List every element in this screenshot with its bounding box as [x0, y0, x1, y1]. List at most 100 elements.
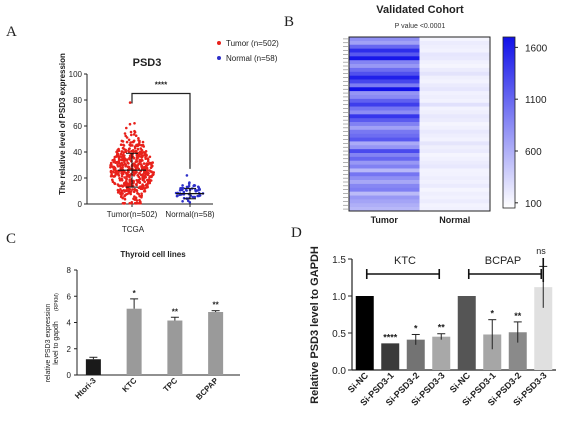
panel-b-cell-normal — [419, 67, 490, 73]
panel-a-point-tumor — [138, 141, 141, 144]
panel-b-cell-normal — [419, 102, 490, 107]
panel-a-point-tumor — [152, 173, 155, 176]
panel-a-point-tumor — [145, 172, 149, 175]
panel-b-cell-tumor — [349, 110, 420, 115]
panel-b-cell-tumor — [349, 141, 420, 146]
panel-b-cell-tumor — [349, 37, 420, 42]
panel-a-point-tumor — [140, 192, 143, 195]
panel-b-subtitle: P value <0.0001 — [395, 23, 446, 30]
panel-b-cell-normal — [419, 183, 490, 189]
panel-b-cell-normal — [419, 164, 490, 169]
panel-a-point-tumor — [148, 155, 152, 159]
panel-c-bar — [167, 320, 183, 375]
panel-a-point-tumor — [136, 154, 140, 157]
panel-d-ylabel: Relative PSD3 level to GAPDH — [309, 246, 321, 404]
panel-b-cell-normal — [419, 137, 490, 142]
panel-a-xtick-label: Normal(n=58) — [165, 210, 214, 219]
panel-b-letter: B — [284, 14, 294, 30]
panel-b-cell-tumor — [349, 137, 420, 142]
panel-b-cell-tumor — [349, 149, 420, 154]
panel-a-point-tumor — [148, 181, 152, 185]
panel-d-bars: Si-NC****Si-PSD3-1*Si-PSD3-2**Si-PSD3-3 S… — [346, 265, 553, 408]
panel-a-ytick-label: 20 — [73, 174, 82, 183]
panel-c-significance: ** — [172, 307, 179, 316]
panel-a-point-tumor — [137, 167, 140, 171]
panel-a-ylabel: The relative level of PSD3 expression — [58, 53, 67, 195]
panel-b-cell-normal — [419, 129, 490, 134]
panel-a-point-tumor — [128, 202, 131, 205]
panel-a-point-tumor — [140, 149, 144, 152]
panel-d-ytick-label: 0.0 — [332, 366, 346, 377]
panel-a-point-tumor — [124, 150, 128, 153]
panel-a-point-tumor — [137, 186, 141, 189]
panel-d-bar-chart: Relative PSD3 level to GAPDH 0.0 0.5 1.0 1.… — [309, 246, 556, 408]
panel-a-ytick-label: 40 — [73, 148, 82, 157]
panel-b-cell-tumor — [349, 183, 420, 189]
panel-a-point-tumor — [143, 189, 147, 193]
panel-b-colorbar-label: 1100 — [525, 95, 547, 106]
panel-b-cell-tumor — [349, 129, 420, 134]
panel-b-cell-tumor — [349, 180, 420, 185]
panel-c-significance: ** — [213, 301, 220, 310]
panel-d-bar — [432, 336, 451, 370]
panel-b-cell-normal — [419, 83, 490, 88]
panel-a-point-tumor — [119, 143, 123, 146]
panel-a-point-tumor — [145, 164, 148, 167]
panel-b-colorbar-rect — [502, 36, 516, 209]
panel-b-heatmap: Validated Cohort P value <0.0001 Tumor No… — [343, 4, 548, 225]
panel-a-point-tumor — [150, 174, 153, 178]
panel-b-cell-tumor — [349, 187, 420, 192]
panel-d-significance: ** — [514, 311, 522, 321]
panel-a-ytick-label: 0 — [78, 200, 83, 209]
panel-c-ytick-label: 8 — [67, 266, 72, 275]
panel-c-ylabel-line1: relative PSD3 expression — [45, 304, 52, 383]
panel-a-point-tumor — [122, 143, 125, 147]
panel-a-point-tumor — [125, 189, 128, 192]
panel-c-ylabel: relative PSD3 expression level to gapdh … — [45, 293, 60, 382]
panel-b-cell-tumor — [349, 48, 420, 53]
panel-a-point-tumor — [120, 177, 124, 181]
panel-d-letter: D — [291, 225, 302, 241]
panel-c-xtick-label: KTC — [121, 376, 139, 394]
panel-d-bar — [381, 343, 400, 370]
panel-c-ylabel-line3: (RPKM) — [54, 293, 60, 311]
panel-a-point-tumor — [114, 161, 117, 164]
panel-a-points — [109, 101, 205, 205]
panel-a-point-tumor — [143, 167, 147, 170]
panel-a-point-tumor — [125, 126, 128, 130]
panel-b-cell-normal — [419, 195, 490, 200]
panel-a-point-tumor — [113, 182, 117, 186]
panel-a-point-tumor — [109, 174, 113, 178]
panel-b-cell-tumor — [349, 191, 420, 196]
panel-b-cell-tumor — [349, 160, 420, 165]
panel-b-cell-normal — [419, 48, 490, 53]
panel-b-cell-tumor — [349, 118, 420, 123]
panel-a-point-tumor — [113, 166, 117, 170]
panel-b-cell-tumor — [349, 125, 420, 131]
panel-a-point-tumor — [127, 189, 130, 192]
panel-b-colorbar-label: 100 — [525, 199, 542, 210]
panel-c-xtick-label: BCPAP — [194, 376, 220, 402]
panel-a-point-tumor — [123, 194, 126, 198]
panel-a-point-tumor — [127, 147, 131, 151]
panel-b-cell-normal — [419, 176, 490, 181]
panel-a-point-tumor — [130, 201, 134, 204]
panel-a-point-normal — [188, 201, 192, 204]
panel-c-significance: * — [133, 289, 137, 298]
panel-b-cell-normal — [419, 199, 490, 204]
panel-a-point-tumor — [126, 161, 129, 164]
panel-a-point-tumor — [120, 172, 123, 175]
panel-a-point-normal — [176, 194, 179, 198]
panel-d-bar — [355, 296, 374, 370]
panel-a-point-tumor — [138, 202, 141, 205]
panel-a-legend: Tumor (n=502) Normal (n=58) — [217, 39, 279, 63]
panel-a-point-tumor — [137, 175, 141, 179]
panel-a-point-tumor — [134, 149, 138, 153]
panel-b-cell-tumor — [349, 203, 420, 208]
panel-a-point-tumor — [120, 190, 123, 193]
panel-c-bar — [208, 312, 224, 375]
panel-a-point-tumor — [139, 173, 143, 177]
panel-a-point-tumor — [121, 164, 125, 167]
panel-a-point-tumor — [135, 143, 138, 147]
panel-a-point-tumor — [132, 190, 136, 193]
